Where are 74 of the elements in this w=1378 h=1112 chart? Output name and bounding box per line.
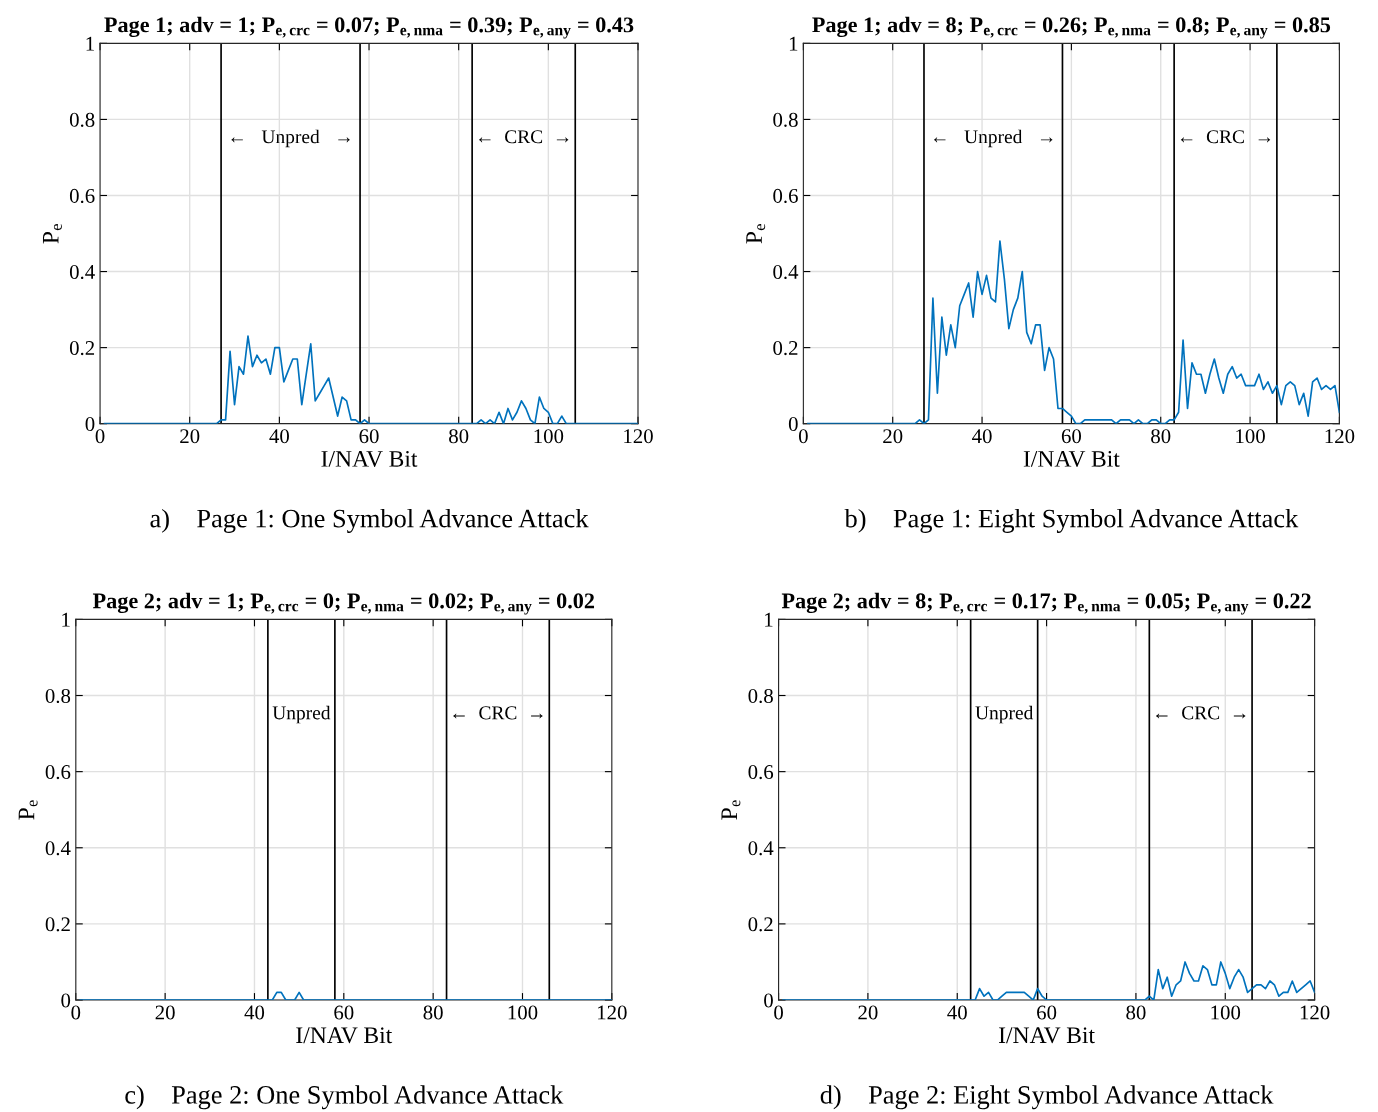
x-tick-label: 120 [598, 1005, 627, 1020]
x-tick-label: 80 [423, 1005, 443, 1020]
y-tick-label: 0.6 [773, 188, 798, 204]
x-tick-label: 120 [1325, 429, 1355, 444]
annotation: Unpred [975, 705, 1034, 724]
text: d) Page 2: Eight Symbol Advance Attack [820, 1085, 1274, 1110]
y-tick-label: 0 [788, 417, 798, 432]
x-tick-label: 120 [624, 429, 653, 444]
x-tick-label: 40 [947, 1005, 967, 1020]
x-tick-label: 100 [1236, 429, 1265, 444]
x-tick-label: 40 [972, 429, 992, 444]
x-tick-label: 80 [1151, 429, 1171, 444]
x-tick-label: 60 [1037, 1005, 1057, 1020]
y-axis-title: P$_{e}$ [746, 224, 766, 244]
x-axis-title: I/NAV Bit [999, 1027, 1095, 1044]
x-axis-title: I/NAV Bit [1023, 450, 1120, 467]
y-tick-label: 0.2 [69, 340, 95, 356]
y-tick-label: 0.6 [45, 765, 71, 780]
x-tick-label: 100 [1211, 1005, 1241, 1020]
y-tick-label: 0.4 [69, 264, 95, 280]
x-tick-label: 20 [180, 429, 200, 444]
y-tick-label: 0 [61, 993, 71, 1008]
y-tick-label: 0.4 [748, 841, 774, 856]
y-tick-label: 0.4 [45, 841, 71, 856]
line-series [782, 961, 1315, 1001]
x-tick-label: 80 [449, 429, 469, 444]
y-tick-label: 0.6 [748, 765, 774, 780]
x-axis-title: I/NAV Bit [321, 450, 418, 467]
chart-title: Page 2; adv = 1; P$_{e,crc}$ = 0; P$_{e,nma}$ = 0.02; P$_{e,any}$ = 0.02 [92, 592, 595, 615]
x-tick-label: 20 [155, 1005, 175, 1020]
annotation: ← Unpred → [934, 129, 1053, 148]
text: a) Page 1: One Symbol Advance Attack [150, 508, 589, 533]
y-tick-label: 0.2 [773, 340, 798, 356]
y-tick-label: 0.2 [45, 917, 70, 932]
chart-title: Page 2; adv = 8; P$_{e,crc}$ = 0.17; P$_{e,nma}$ = 0.05; P$_{e,any}$ = 0.22 [781, 592, 1311, 615]
annotation: ← CRC → [1156, 706, 1246, 720]
x-tick-label: 40 [269, 429, 289, 444]
y-tick-label: 1 [86, 36, 94, 51]
y-tick-label: 0 [85, 417, 95, 432]
x-tick-label: 60 [1061, 429, 1082, 444]
text: c) Page 2: One Symbol Advance Attack [125, 1085, 564, 1110]
x-tick-label: 0 [95, 429, 105, 444]
x-tick-label: 100 [534, 429, 564, 444]
chart-title: Page 1; adv = 8; P$_{e,crc}$ = 0.26; P$_{e,nma}$ = 0.8; P$_{e,any}$ = 0.85 [812, 16, 1331, 39]
x-tick-label: 120 [1300, 1005, 1330, 1020]
x-tick-label: 100 [508, 1005, 538, 1020]
y-axis-title: P$_{e}$ [721, 800, 741, 820]
y-tick-label: 0.6 [69, 188, 95, 204]
annotation: ← CRC → [479, 130, 569, 144]
y-tick-label: 0.8 [45, 688, 71, 704]
x-tick-label: 60 [359, 429, 379, 444]
y-axis-title: P$_{e}$ [42, 224, 62, 244]
x-tick-label: 20 [858, 1005, 878, 1020]
chart-title: Page 1; adv = 1; P$_{e,crc}$ = 0.07; P$_{e,nma}$ = 0.39; P$_{e,any}$ = 0.43 [104, 16, 634, 39]
x-tick-label: 40 [244, 1005, 265, 1020]
x-tick-label: 20 [883, 429, 903, 444]
annotation: ← CRC → [1180, 130, 1271, 144]
x-tick-label: 80 [1126, 1005, 1146, 1020]
y-tick-label: 0.8 [69, 112, 95, 127]
annotation: ← Unpred → [231, 129, 350, 148]
text: b) Page 1: Eight Symbol Advance Attack [844, 508, 1299, 533]
y-tick-label: 1 [765, 612, 773, 627]
x-tick-label: 60 [334, 1005, 354, 1020]
y-tick-label: 1 [62, 612, 70, 627]
y-tick-label: 0.8 [748, 688, 773, 704]
annotation: ← CRC → [453, 706, 543, 720]
y-tick-label: 0.8 [773, 112, 798, 127]
y-tick-label: 0.2 [748, 917, 773, 932]
y-tick-label: 0.4 [773, 264, 799, 280]
y-tick-label: 1 [789, 36, 798, 51]
y-axis-title: P$_{e}$ [18, 800, 38, 820]
x-axis-title: I/NAV Bit [296, 1027, 393, 1044]
y-tick-label: 0 [764, 993, 773, 1008]
annotation: Unpred [272, 705, 331, 724]
